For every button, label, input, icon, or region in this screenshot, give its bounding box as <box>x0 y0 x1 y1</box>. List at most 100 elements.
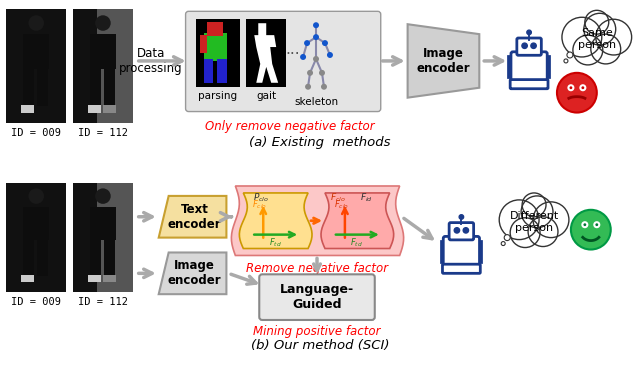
Circle shape <box>313 34 319 40</box>
Bar <box>73 9 133 124</box>
Text: $F_{clo}$: $F_{clo}$ <box>252 199 268 211</box>
Text: $F_{id}$: $F_{id}$ <box>360 192 373 204</box>
Text: gait: gait <box>256 91 276 101</box>
Bar <box>103 275 116 282</box>
Bar <box>37 66 48 106</box>
Text: $F_{td}$: $F_{td}$ <box>269 236 282 249</box>
Bar <box>6 183 66 292</box>
Text: Image
encoder: Image encoder <box>417 47 470 75</box>
Text: Image
encoder: Image encoder <box>168 259 221 287</box>
Bar <box>90 207 116 240</box>
Bar <box>21 275 35 282</box>
Text: Text
encoder: Text encoder <box>168 203 221 231</box>
Polygon shape <box>159 252 227 294</box>
FancyBboxPatch shape <box>186 11 381 112</box>
Bar <box>37 238 48 276</box>
Circle shape <box>596 19 632 55</box>
Circle shape <box>454 228 460 233</box>
Circle shape <box>585 10 609 34</box>
Text: skeleton: skeleton <box>294 97 338 107</box>
FancyBboxPatch shape <box>442 264 480 273</box>
Circle shape <box>463 228 468 233</box>
Circle shape <box>322 40 328 46</box>
Circle shape <box>327 52 333 58</box>
Bar <box>23 66 34 106</box>
Text: $P_{clo}$: $P_{clo}$ <box>253 192 269 204</box>
Bar <box>21 105 35 113</box>
Circle shape <box>571 210 611 249</box>
Text: ID = 112: ID = 112 <box>78 297 128 307</box>
Bar <box>6 9 66 124</box>
Circle shape <box>459 215 463 219</box>
Polygon shape <box>159 196 227 238</box>
Text: Mining positive factor: Mining positive factor <box>253 325 381 338</box>
Circle shape <box>321 84 327 90</box>
Text: Different
person: Different person <box>509 211 559 232</box>
Circle shape <box>95 188 111 204</box>
Circle shape <box>313 22 319 28</box>
Bar <box>207 22 223 36</box>
Bar <box>104 66 115 106</box>
Polygon shape <box>408 24 479 98</box>
Text: Only remove negative factor: Only remove negative factor <box>205 121 375 134</box>
Bar <box>103 105 116 113</box>
Bar <box>23 34 49 69</box>
Polygon shape <box>239 193 312 249</box>
Bar <box>204 33 227 61</box>
Bar <box>73 183 133 292</box>
Polygon shape <box>254 23 278 83</box>
Text: Remove negative factor: Remove negative factor <box>246 262 388 275</box>
Bar <box>218 59 227 83</box>
Text: $F_{clo}$: $F_{clo}$ <box>330 192 346 204</box>
Circle shape <box>313 56 319 62</box>
Circle shape <box>568 85 573 90</box>
Circle shape <box>522 43 527 48</box>
Bar <box>23 238 34 276</box>
Text: Data
processing: Data processing <box>119 47 182 75</box>
Circle shape <box>304 40 310 46</box>
Text: parsing: parsing <box>198 91 237 101</box>
Circle shape <box>567 52 573 58</box>
FancyBboxPatch shape <box>510 80 548 89</box>
Text: Language-
Guided: Language- Guided <box>280 283 354 311</box>
FancyBboxPatch shape <box>259 274 375 320</box>
FancyBboxPatch shape <box>444 236 479 267</box>
Text: (b) Our method (SCI): (b) Our method (SCI) <box>251 339 389 352</box>
Polygon shape <box>321 193 394 249</box>
Bar <box>90 34 116 69</box>
Text: ID = 112: ID = 112 <box>78 128 128 138</box>
Bar <box>196 19 241 87</box>
Circle shape <box>564 59 568 63</box>
Circle shape <box>528 217 558 246</box>
Bar <box>88 275 101 282</box>
Circle shape <box>300 54 306 60</box>
Circle shape <box>591 34 621 64</box>
Circle shape <box>584 13 616 45</box>
Text: $F_{td}$: $F_{td}$ <box>351 236 364 249</box>
Circle shape <box>28 188 44 204</box>
Circle shape <box>562 17 602 57</box>
Polygon shape <box>232 186 404 255</box>
Circle shape <box>595 222 599 227</box>
Text: $F_{clo}$: $F_{clo}$ <box>334 199 349 211</box>
Bar <box>90 238 100 276</box>
Circle shape <box>527 30 531 34</box>
Circle shape <box>95 15 111 31</box>
Text: (a) Existing  methods: (a) Existing methods <box>249 137 391 149</box>
Circle shape <box>582 222 588 227</box>
Bar <box>97 9 133 124</box>
Circle shape <box>501 242 505 246</box>
Circle shape <box>510 218 540 248</box>
Circle shape <box>499 200 539 240</box>
Bar <box>246 19 286 87</box>
Circle shape <box>573 35 603 65</box>
Text: ID = 009: ID = 009 <box>12 128 61 138</box>
Bar <box>88 105 101 113</box>
Circle shape <box>522 193 546 217</box>
Bar <box>23 207 49 240</box>
Text: Same
person: Same person <box>578 28 616 50</box>
Text: ID = 009: ID = 009 <box>12 297 61 307</box>
Circle shape <box>521 196 553 228</box>
Bar <box>90 66 100 106</box>
Bar <box>97 183 133 292</box>
